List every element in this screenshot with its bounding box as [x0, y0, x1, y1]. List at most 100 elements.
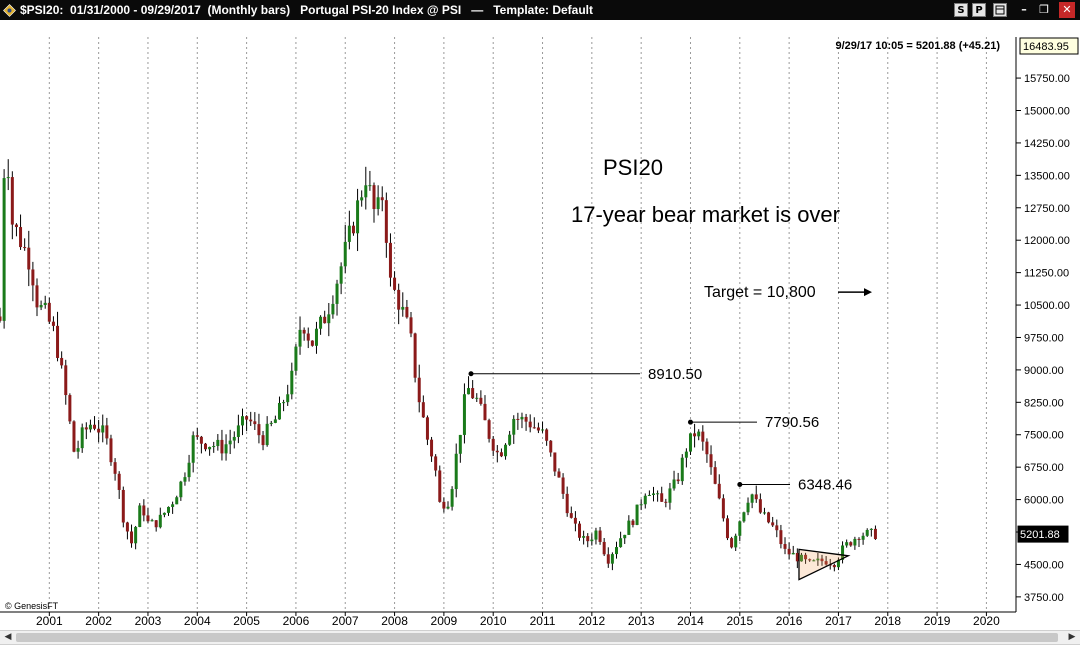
ohlc-bar: [730, 538, 734, 548]
ohlc-bar: [72, 421, 76, 452]
ohlc-bar: [676, 479, 680, 482]
x-tick-label: 2002: [85, 614, 112, 628]
close-icon[interactable]: ✕: [1059, 2, 1075, 18]
ohlc-bar: [224, 444, 228, 454]
ohlc-bar: [536, 427, 540, 431]
ohlc-bar: [171, 504, 175, 507]
ohlc-bar: [220, 439, 224, 454]
y-tick-label: 8250.00: [1024, 397, 1064, 409]
ohlc-bar: [725, 518, 729, 539]
restore-icon[interactable]: ❐: [1039, 3, 1049, 16]
ohlc-bar: [302, 329, 306, 334]
y-tick-label: 13500.00: [1024, 170, 1070, 182]
ohlc-bar: [697, 431, 701, 437]
ohlc-bar: [631, 520, 635, 525]
ohlc-bar: [841, 545, 845, 560]
ohlc-bar: [471, 388, 475, 399]
ohlc-bar: [245, 416, 249, 420]
x-tick-label: 2003: [135, 614, 162, 628]
ohlc-bar: [364, 185, 368, 198]
ohlc-bar: [787, 548, 791, 555]
ohlc-bar: [467, 388, 471, 395]
y-tick-label: 12750.00: [1024, 203, 1070, 215]
x-tick-label: 2011: [530, 614, 556, 628]
s-button[interactable]: S: [954, 3, 968, 17]
ohlc-bar: [331, 303, 335, 315]
chart-grid: [48, 37, 987, 612]
ohlc-bar: [869, 528, 873, 530]
ohlc-bar: [565, 493, 569, 514]
x-tick-label: 2013: [628, 614, 655, 628]
ohlc-bar: [623, 534, 627, 539]
arrow-right-icon[interactable]: ▶: [1068, 632, 1076, 642]
ohlc-bar: [545, 429, 549, 441]
peak-label: 8910.50: [648, 366, 702, 383]
ohlc-bar: [60, 357, 64, 366]
chart-title: PSI20: [603, 155, 663, 180]
ohlc-bar: [812, 560, 816, 562]
ohlc-bar: [351, 225, 355, 234]
ohlc-bar: [442, 501, 446, 509]
ohlc-bar: [282, 402, 286, 404]
y-tick-label: 6000.00: [1024, 495, 1064, 507]
ohlc-bar: [845, 542, 849, 546]
ohlc-bar: [458, 434, 462, 454]
scroll-thumb[interactable]: [16, 633, 1058, 642]
ohlc-bar: [0, 316, 2, 321]
peak-label: 6348.46: [798, 477, 852, 494]
ohlc-bar: [384, 200, 388, 243]
ohlc-bar: [121, 489, 125, 523]
top-value-box: [1019, 37, 1079, 55]
x-tick-label: 2005: [233, 614, 260, 628]
ohlc-bar: [421, 402, 425, 418]
ohlc-bar: [656, 493, 660, 495]
arrow-left-icon[interactable]: ◀: [4, 632, 12, 642]
ohlc-bar: [2, 178, 6, 321]
price-chart[interactable]: 15750.00 15000.00 14250.00 13500.00 12750.00…: [0, 20, 1080, 633]
ohlc-bar: [360, 197, 364, 201]
ohlc-bar: [253, 421, 257, 425]
ohlc-bar: [528, 421, 532, 428]
ohlc-bar: [319, 316, 323, 329]
ohlc-bar: [450, 489, 454, 507]
top-value-label: 16483.95: [1023, 41, 1069, 53]
ohlc-bar: [47, 302, 51, 322]
peak-label: 7790.56: [765, 414, 819, 431]
ohlc-bar: [454, 453, 458, 490]
ohlc-bar: [582, 536, 586, 538]
horizontal-scrollbar[interactable]: ◀ ▶: [0, 630, 1080, 645]
ohlc-bar: [14, 224, 18, 228]
ohlc-bar: [619, 538, 623, 548]
ohlc-bar: [688, 433, 692, 452]
ohlc-bar: [298, 329, 302, 347]
ohlc-bar: [475, 397, 479, 399]
ohlc-bar: [105, 425, 109, 439]
ohlc-bar: [417, 377, 421, 403]
ohlc-bar: [836, 559, 840, 568]
ohlc-bar: [167, 506, 171, 513]
p-button[interactable]: P: [972, 3, 986, 17]
ohlc-bar: [6, 177, 10, 179]
ohlc-bar: [39, 305, 43, 308]
ohlc-bar: [109, 438, 113, 463]
ohlc-bar: [146, 515, 150, 522]
minimize-icon[interactable]: –: [1021, 3, 1027, 16]
x-tick-label: 2015: [726, 614, 753, 628]
app-menu-icon[interactable]: [993, 3, 1007, 17]
ohlc-bar: [290, 370, 294, 395]
ohlc-bar: [808, 559, 812, 561]
y-tick-label: 14250.00: [1024, 138, 1070, 150]
ohlc-bar: [549, 440, 553, 453]
ohlc-bar: [68, 395, 72, 422]
ohlc-bar: [343, 241, 347, 267]
ohlc-bar: [134, 526, 138, 544]
x-tick-label: 2007: [332, 614, 359, 628]
ohlc-bar: [487, 420, 491, 439]
ohlc-bar: [347, 225, 351, 242]
ohlc-bar: [19, 227, 23, 248]
y-tick-label: 3750.00: [1024, 592, 1064, 604]
ohlc-bar: [380, 197, 384, 201]
y-tick-label: 10500.00: [1024, 300, 1070, 312]
ohlc-bar: [273, 419, 277, 423]
ohlc-bar: [520, 416, 524, 420]
